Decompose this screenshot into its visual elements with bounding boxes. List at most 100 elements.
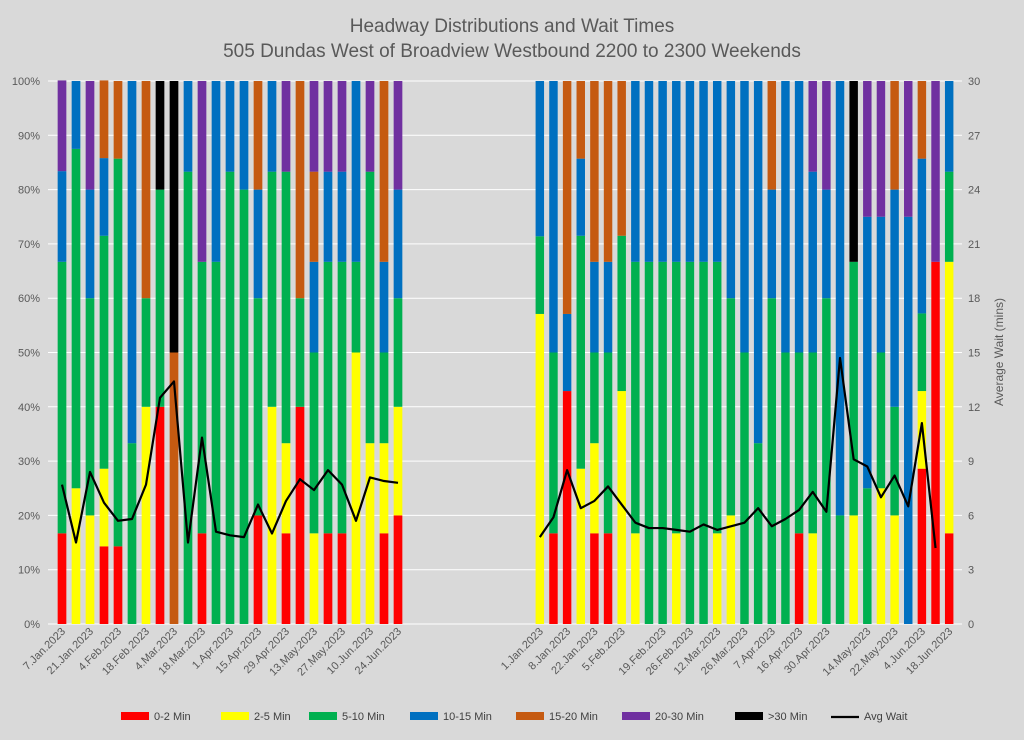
chart-subtitle: 505 Dundas West of Broadview Westbound 2… xyxy=(223,41,801,62)
bar-segment-5-10-min xyxy=(794,352,804,534)
bar-segment-10-15-min xyxy=(323,171,333,262)
bar-segment-10-15-min xyxy=(603,261,613,353)
bar-segment-10-15-min xyxy=(590,261,599,353)
y-right-tick-label: 9 xyxy=(968,456,974,468)
bar-segment-0-2-min xyxy=(113,546,123,624)
bar-segment-5-10-min xyxy=(281,171,291,444)
bar-segment-0-2-min xyxy=(931,261,940,624)
bar-segment-2-5-min xyxy=(99,468,109,547)
bar-segment-15-20-min xyxy=(295,81,305,299)
bar-segment-15-20-min xyxy=(253,81,263,190)
bar-segment-15-20-min xyxy=(603,81,613,262)
bar-segment-10-15-min xyxy=(822,189,831,299)
bar-segment-10-15-min xyxy=(672,81,681,262)
y-right-tick-label: 15 xyxy=(968,348,980,360)
bar-segment-15-20-min xyxy=(767,81,777,190)
bar-segment-5-10-min xyxy=(379,352,389,444)
bar-segment-2-5-min xyxy=(876,488,886,624)
bar-segment-15-20-min xyxy=(617,81,626,236)
bar-segment-10-15-min xyxy=(351,81,361,262)
bar-segment-10-15-min xyxy=(71,81,81,149)
bar-segment-10-15-min xyxy=(183,81,193,172)
bar-segment-5-10-min xyxy=(944,171,954,262)
y-left-tick-label: 80% xyxy=(18,185,40,197)
bar-segment-5-10-min xyxy=(71,148,81,489)
bar-segment-5-10-min xyxy=(631,261,640,534)
bar-segment-20-30-min xyxy=(822,81,831,190)
bar-segment-2-5-min xyxy=(393,406,403,516)
bar-segment-15-20-min xyxy=(562,81,572,314)
bar-segment-15-20-min xyxy=(99,80,109,159)
bar-segment-5-10-min xyxy=(393,298,403,407)
bar-segment-5-10-min xyxy=(549,352,558,534)
bar-segment-10-15-min xyxy=(904,216,913,624)
bar-segment-5-10-min xyxy=(127,443,137,624)
y-left-tick-label: 20% xyxy=(18,510,40,522)
bar-segment-2-5-min xyxy=(590,443,599,534)
bar-segment-2-5-min xyxy=(849,515,858,624)
bar-segment-0-2-min xyxy=(393,515,403,624)
bar-segment-15-20-min xyxy=(113,81,123,159)
y-left-tick-label: 60% xyxy=(18,293,40,305)
y-right-axis-title: Average Wait (mins) xyxy=(992,298,1006,406)
bar-segment-5-10-min xyxy=(85,298,95,516)
y-right-tick-label: 18 xyxy=(968,293,980,305)
bar-segment-2-5-min xyxy=(85,515,95,624)
bar-segment-0-2-min xyxy=(603,533,613,624)
y-right-tick-label: 30 xyxy=(968,76,980,88)
bar-segment-10-15-min xyxy=(309,261,319,353)
legend-label: 10-15 Min xyxy=(443,711,492,723)
bar-segment-2-5-min xyxy=(944,261,954,534)
bar-segment-10-15-min xyxy=(944,81,954,172)
legend-label: 2-5 Min xyxy=(254,711,291,723)
bar-segment-5-10-min xyxy=(658,261,667,624)
bar-segment-30-min xyxy=(849,81,858,262)
bar-segment-5-10-min xyxy=(712,261,722,534)
bar-segment-15-20-min xyxy=(141,81,151,299)
bar-segment-5-10-min xyxy=(603,352,613,534)
bar-segment-10-15-min xyxy=(631,81,640,262)
bar-segment-5-10-min xyxy=(197,261,207,534)
bar-segment-2-5-min xyxy=(576,468,585,624)
bar-segment-10-15-min xyxy=(562,313,572,392)
bar-segment-0-2-min xyxy=(337,533,347,624)
y-left-tick-label: 50% xyxy=(18,348,40,360)
bar-segment-20-30-min xyxy=(337,81,347,172)
y-right-tick-label: 6 xyxy=(968,510,974,522)
bar-segment-2-5-min xyxy=(71,488,81,624)
bar-segment-0-2-min xyxy=(281,533,291,624)
bar-segment-0-2-min xyxy=(379,533,389,624)
bar-segment-10-15-min xyxy=(379,261,389,353)
bar-segment-0-2-min xyxy=(323,533,333,624)
bar-segment-0-2-min xyxy=(590,533,599,624)
bar-segment-5-10-min xyxy=(822,298,831,624)
bar-segment-2-5-min xyxy=(309,533,319,624)
bar-segment-2-5-min xyxy=(631,533,640,624)
bar-segment-10-15-min xyxy=(794,81,804,353)
bar-segment-15-20-min xyxy=(590,81,599,262)
bar-segment-10-15-min xyxy=(876,216,886,353)
bar-segment-5-10-min xyxy=(267,171,277,407)
bar-segment-2-5-min xyxy=(890,515,899,624)
bar-segment-10-15-min xyxy=(393,189,403,299)
bar-segment-2-5-min xyxy=(351,352,361,624)
bar-segment-5-10-min xyxy=(644,261,654,624)
bar-segment-20-30-min xyxy=(85,81,95,190)
bar-segment-5-10-min xyxy=(808,352,817,534)
avg-wait-line xyxy=(60,380,399,544)
bar-segment-10-15-min xyxy=(99,158,109,236)
bar-segment-0-2-min xyxy=(155,406,165,624)
y-right-tick-label: 27 xyxy=(968,130,980,142)
bar-segment-30-min xyxy=(155,81,165,190)
y-right-tick-label: 24 xyxy=(968,185,980,197)
bar-segment-10-15-min xyxy=(917,158,927,314)
bar-segment-15-20-min xyxy=(917,81,927,159)
legend-swatch xyxy=(121,712,149,720)
bar-segment-5-10-min xyxy=(863,488,872,624)
y-left-tick-label: 30% xyxy=(18,456,40,468)
legend-swatch xyxy=(309,712,337,720)
bar-segment-5-10-min xyxy=(323,261,333,534)
bar-segment-15-20-min xyxy=(309,171,319,262)
bar-segment-10-15-min xyxy=(253,189,263,299)
